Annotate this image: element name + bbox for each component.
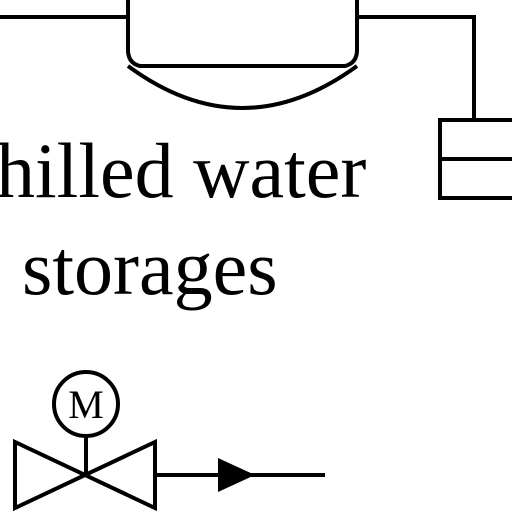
motor-symbol-text: M [68,382,104,427]
diagram-label-line2: storages [22,224,278,311]
motorized-valve-icon: M [13,370,157,512]
storage-tank-icon [126,0,359,110]
pipe-right [357,15,476,120]
equipment-box-icon [438,118,512,200]
flow-arrow-icon [218,458,255,492]
diagram-label-line1: hilled water [0,127,366,214]
